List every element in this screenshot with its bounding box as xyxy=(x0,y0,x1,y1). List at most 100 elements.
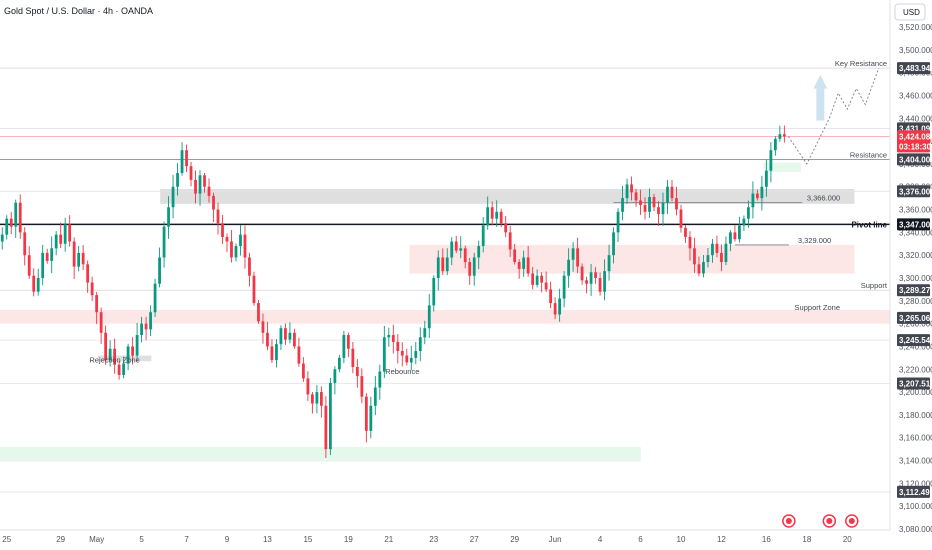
price-badge-label: 3,431.092 xyxy=(899,124,932,133)
candle xyxy=(342,335,346,358)
candle xyxy=(760,186,764,199)
x-tick-label: 29 xyxy=(510,535,519,544)
candle xyxy=(333,369,337,383)
candle xyxy=(32,275,36,292)
candle xyxy=(18,202,22,233)
candle xyxy=(720,252,723,263)
candle xyxy=(149,312,152,330)
candle xyxy=(77,252,81,267)
candle xyxy=(63,224,67,244)
candle xyxy=(616,211,620,233)
candle xyxy=(580,266,584,281)
zone-support-zone xyxy=(0,309,890,324)
candle xyxy=(432,278,436,306)
y-tick-label: 3,220.000 xyxy=(899,365,932,374)
candle xyxy=(468,262,472,276)
candle xyxy=(81,252,85,265)
candle xyxy=(140,323,143,336)
y-tick-label: 3,200.000 xyxy=(899,388,932,397)
candle xyxy=(445,257,449,272)
candle xyxy=(782,134,786,137)
x-tick-label: 13 xyxy=(263,535,272,544)
candle xyxy=(257,303,260,322)
candle xyxy=(495,211,499,219)
candle xyxy=(396,341,400,352)
candle xyxy=(293,332,296,347)
price-badge-label: 3,289.279 xyxy=(899,286,932,295)
price-badge xyxy=(897,62,930,75)
candle xyxy=(459,248,463,251)
price-axis-background xyxy=(890,0,932,550)
candle xyxy=(86,264,90,283)
candle xyxy=(234,246,238,258)
candle xyxy=(144,323,148,330)
candle xyxy=(625,184,629,199)
candle xyxy=(517,262,521,269)
candle xyxy=(275,344,278,361)
x-tick-label: Jun xyxy=(549,535,562,544)
candle xyxy=(607,255,611,272)
candle xyxy=(311,394,314,404)
candle xyxy=(400,351,404,356)
candle xyxy=(221,223,224,237)
zone-red-demand-zone xyxy=(409,244,855,274)
annotation-support: Support xyxy=(861,281,888,290)
annotation-key-resistance: Key Resistance xyxy=(835,59,887,68)
candle xyxy=(571,248,575,260)
candle xyxy=(423,328,427,338)
y-tick-label: 3,460.000 xyxy=(899,91,932,100)
last-price-label: 3,424.080 xyxy=(899,132,932,141)
candle xyxy=(535,275,539,285)
x-tick-label: 21 xyxy=(384,535,393,544)
candle xyxy=(612,232,615,256)
zone-gray-resistance-band xyxy=(160,189,855,204)
candle xyxy=(351,348,355,367)
candle xyxy=(648,196,651,212)
x-tick-label: 7 xyxy=(184,535,189,544)
candle xyxy=(589,272,593,284)
candle xyxy=(189,166,193,180)
x-tick-label: 25 xyxy=(2,535,11,544)
candle xyxy=(194,179,197,194)
candle xyxy=(693,248,696,265)
candle xyxy=(576,248,579,267)
candle xyxy=(239,234,242,247)
candle xyxy=(108,348,112,361)
candle xyxy=(176,173,179,187)
y-tick-label: 3,180.000 xyxy=(899,411,932,420)
price-badge-label: 3,245.542 xyxy=(899,336,932,345)
candle xyxy=(702,262,705,274)
zones-layer xyxy=(0,162,890,462)
currency-button[interactable] xyxy=(894,3,926,21)
symbol-title[interactable]: Gold Spot / U.S. Dollar · 4h · OANDA xyxy=(4,6,153,16)
price-badges: 3,483.942 3,431.092 3,404.000 3,376.000 3,34… xyxy=(897,62,932,498)
candle xyxy=(153,283,157,313)
candle xyxy=(477,246,481,258)
zone-breakout-zone xyxy=(763,162,801,172)
candle xyxy=(324,405,328,450)
candle xyxy=(562,275,566,299)
candle xyxy=(778,134,782,139)
price-badge xyxy=(897,311,930,324)
candle xyxy=(207,186,211,196)
candle xyxy=(540,275,544,283)
candle xyxy=(621,198,624,212)
candle xyxy=(504,223,508,233)
x-tick-label: 9 xyxy=(225,535,230,544)
price-badge xyxy=(897,153,930,166)
y-tick-label: 3,340.000 xyxy=(899,228,932,237)
candles-layer xyxy=(0,67,880,458)
projection-arrow-shaft xyxy=(816,88,825,121)
price-badge-label: 3,404.000 xyxy=(899,155,932,164)
y-axis-ticks: 3,520.0003,500.0003,480.0003,460.0003,44… xyxy=(899,23,932,534)
candle xyxy=(769,150,773,171)
candle xyxy=(9,218,13,227)
price-badge xyxy=(897,334,930,347)
annotation-pivot-line: Pivot line xyxy=(851,220,887,229)
annotation-resistance: Resistance xyxy=(850,150,887,159)
candle xyxy=(5,218,9,235)
price-badge-label: 3,347.000 xyxy=(899,220,932,229)
